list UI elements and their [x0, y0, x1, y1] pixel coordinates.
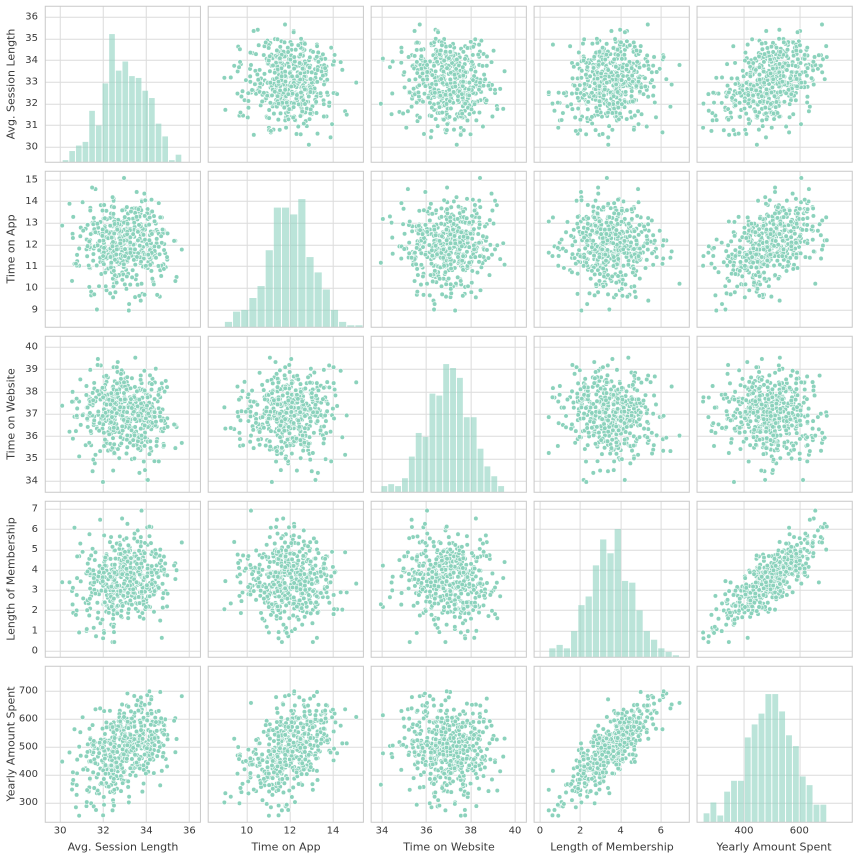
- y-axis-label-yearly-amount-spent: Yearly Amount Spent: [4, 686, 18, 802]
- x-axis-label-time-on-website: Time on Website: [403, 840, 495, 854]
- x-axis-label-length-of-membership: Length of Membership: [550, 840, 674, 854]
- x-axis-label-yearly-amount-spent: Yearly Amount Spent: [716, 840, 832, 854]
- y-axis-label-time-on-website: Time on Website: [4, 368, 18, 460]
- x-axis-label-avg-session-length: Avg. Session Length: [67, 840, 179, 854]
- x-axis-label-time-on-app: Time on App: [251, 840, 321, 854]
- y-axis-label-time-on-app: Time on App: [4, 214, 18, 284]
- y-axis-label-length-of-membership: Length of Membership: [4, 517, 18, 641]
- y-axis-label-avg-session-length: Avg. Session Length: [4, 28, 18, 140]
